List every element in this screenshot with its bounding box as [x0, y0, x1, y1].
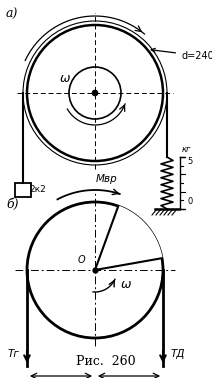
Text: 2к2: 2к2 [29, 186, 46, 195]
Circle shape [92, 90, 98, 96]
Polygon shape [95, 206, 162, 270]
Text: a): a) [6, 8, 18, 21]
Text: Тг: Тг [7, 349, 19, 359]
Text: 5: 5 [187, 156, 192, 166]
Text: d=240: d=240 [151, 48, 212, 60]
Bar [15, 183, 31, 197]
Text: ω: ω [121, 277, 131, 291]
Text: ω: ω [60, 71, 70, 85]
Text: Mвр: Mвр [96, 174, 118, 184]
Text: б): б) [6, 198, 18, 211]
Text: Рис.  260: Рис. 260 [76, 355, 136, 368]
Text: 0: 0 [187, 197, 192, 206]
Text: кг: кг [182, 145, 191, 154]
Text: ТД: ТД [171, 349, 186, 359]
Text: O: O [77, 255, 85, 265]
